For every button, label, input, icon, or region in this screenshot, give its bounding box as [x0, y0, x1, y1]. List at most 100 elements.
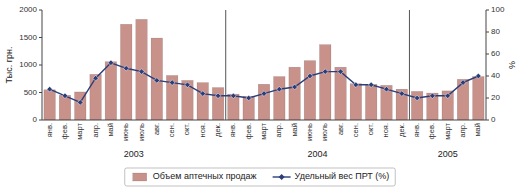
x-tick-label: апр.: [458, 123, 467, 138]
bar: [44, 90, 55, 120]
marker: [77, 100, 83, 106]
x-tick-label: янв.: [45, 123, 54, 137]
y-tick: [39, 37, 42, 38]
legend-item: Удельный вес ПРТ (%): [273, 171, 390, 181]
x-tick-label: сен.: [167, 123, 176, 137]
bar: [289, 67, 300, 120]
y2-tick: [486, 120, 489, 121]
x-tick-label: янв.: [412, 123, 421, 137]
x-tick-label: май: [290, 123, 299, 137]
marker: [460, 80, 466, 86]
y2-tick-label: 60: [491, 49, 500, 58]
marker: [399, 91, 405, 97]
y2-tick: [486, 98, 489, 99]
marker: [414, 95, 420, 101]
separator: [409, 10, 410, 120]
marker: [307, 73, 313, 79]
x-tick-label: авг.: [152, 123, 161, 135]
y-axis-title: Тыс. грн.: [4, 47, 14, 84]
marker: [445, 93, 451, 99]
bar: [304, 61, 315, 120]
bar: [136, 19, 147, 120]
chart: 0500100015002000020406080100янв.фев.март…: [0, 0, 520, 190]
y-tick-label: 2000: [19, 5, 37, 14]
bar: [105, 62, 116, 120]
y-tick-label: 1000: [19, 60, 37, 69]
x-tick-label: апр.: [91, 123, 100, 138]
x-tick-label: фев.: [427, 123, 436, 139]
marker: [200, 91, 206, 97]
marker: [154, 78, 160, 84]
x-tick-label: окт.: [182, 123, 191, 135]
y2-tick-label: 100: [491, 5, 505, 14]
bar: [120, 24, 131, 120]
bar: [274, 77, 285, 120]
bar: [151, 38, 162, 120]
bar: [320, 45, 331, 120]
legend-swatch-marker: [279, 174, 285, 180]
marker: [108, 60, 114, 66]
marker: [123, 66, 129, 72]
annotation: 2005: [438, 149, 458, 159]
bar: [473, 77, 484, 120]
bar: [197, 83, 208, 120]
line: [50, 63, 479, 103]
y-tick: [39, 65, 42, 66]
y-tick: [39, 10, 42, 11]
y2-tick: [486, 76, 489, 77]
annotation: 2004: [308, 149, 328, 159]
x-tick-label: дек.: [213, 123, 222, 137]
x-tick-label: июнь: [121, 123, 130, 141]
marker: [246, 95, 252, 101]
y2-tick-label: 80: [491, 27, 500, 36]
bar: [365, 84, 376, 120]
y-tick-label: 1500: [19, 33, 37, 42]
y-tick: [39, 120, 42, 121]
y2-tick-label: 0: [491, 115, 496, 124]
x-tick-label: авг.: [336, 123, 345, 135]
bar: [396, 89, 407, 120]
marker: [368, 82, 374, 88]
y2-tick-label: 20: [491, 93, 500, 102]
marker: [384, 86, 390, 92]
marker: [292, 84, 298, 90]
y2-tick: [486, 32, 489, 33]
x-tick-label: янв.: [228, 123, 237, 137]
x-tick-label: окт.: [366, 123, 375, 135]
bar: [411, 91, 422, 120]
marker: [169, 80, 175, 86]
marker: [93, 75, 99, 81]
x-tick-label: ноя.: [198, 123, 207, 137]
legend-label: Удельный вес ПРТ (%): [295, 171, 390, 181]
axes: 0500100015002000020406080100янв.фев.март…: [19, 5, 505, 141]
separator: [225, 10, 226, 120]
x-tick-label: май: [106, 123, 115, 137]
legend-frame: [125, 168, 396, 186]
marker: [476, 73, 482, 79]
bar: [258, 84, 269, 120]
bar: [59, 95, 70, 120]
y-tick-label: 500: [24, 88, 38, 97]
marker: [430, 93, 436, 99]
plot-area: [44, 10, 484, 120]
x-tick-label: апр.: [274, 123, 283, 138]
y-tick-label: 0: [33, 115, 38, 124]
y-tick: [39, 92, 42, 93]
marker: [62, 93, 68, 99]
marker: [261, 91, 267, 97]
x-axis-line: [42, 120, 486, 121]
bar: [90, 74, 101, 120]
y2-axis-line: [486, 10, 487, 120]
chart-container: 0500100015002000020406080100янв.фев.март…: [0, 0, 520, 190]
x-tick-label: июнь: [305, 123, 314, 141]
bar: [427, 93, 438, 120]
y2-tick-label: 40: [491, 71, 500, 80]
marker: [322, 69, 328, 75]
bar: [350, 84, 361, 120]
x-tick-label: июль: [320, 123, 329, 141]
y2-tick: [486, 54, 489, 55]
x-tick-label: ноя.: [381, 123, 390, 137]
legend-label: Объем аптечных продаж: [153, 171, 257, 181]
x-tick-label: май: [473, 123, 482, 137]
x-tick-label: сен.: [351, 123, 360, 137]
